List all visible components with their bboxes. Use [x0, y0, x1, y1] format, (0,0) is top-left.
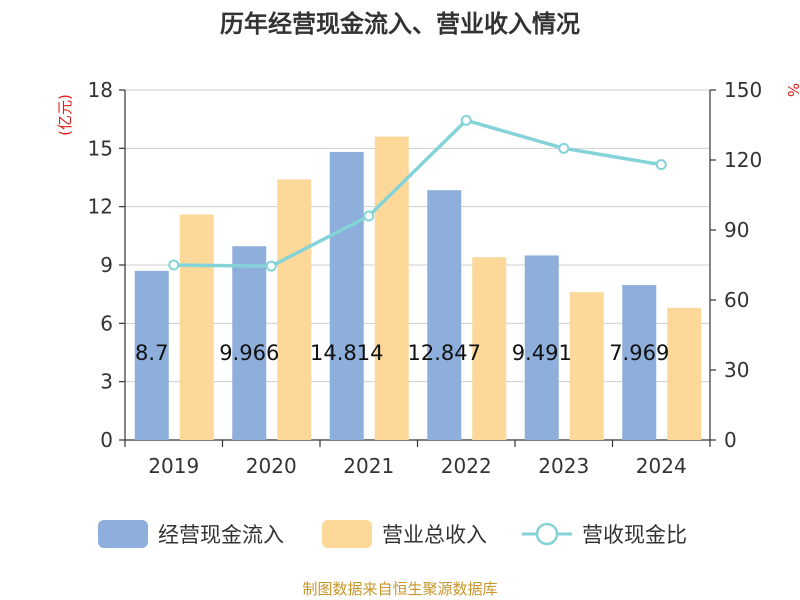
ratio-line [168, 114, 667, 272]
data-label: 12.847 [408, 341, 481, 365]
left-tick-label: 18 [88, 78, 113, 102]
left-axis-unit: (亿元) [56, 94, 74, 136]
data-source: 制图数据来自恒生聚源数据库 [302, 580, 497, 598]
chart-title: 历年经营现金流入、营业收入情况 [220, 10, 580, 38]
left-tick-label: 15 [88, 136, 113, 160]
right-tick-label: 150 [724, 78, 762, 102]
ratio-point [265, 260, 277, 272]
x-tick-label: 2020 [246, 454, 297, 478]
left-tick-label: 6 [100, 311, 113, 335]
x-tick-label: 2019 [148, 454, 199, 478]
data-label: 9.966 [219, 341, 279, 365]
legend-label-total-revenue: 营业总收入 [382, 523, 487, 547]
data-label: 14.814 [310, 341, 383, 365]
bars [134, 136, 702, 440]
left-tick-label: 9 [100, 253, 113, 277]
bar-total-revenue [569, 292, 604, 440]
bar-total-revenue [374, 136, 409, 440]
x-tick-label: 2023 [538, 454, 589, 478]
left-tick-label: 0 [100, 428, 113, 452]
right-tick-label: 0 [724, 428, 737, 452]
bar-cash-inflow [622, 285, 657, 440]
bar-total-revenue [472, 257, 507, 440]
legend-marker-ratio [535, 522, 559, 546]
bar-cash-inflow [329, 151, 364, 440]
legend[interactable]: 经营现金流入 营业总收入 营收现金比 [98, 520, 687, 548]
x-tick-label: 2024 [636, 454, 687, 478]
right-tick-label: 90 [724, 218, 749, 242]
left-tick-label: 3 [100, 370, 113, 394]
bar-cash-inflow [427, 190, 462, 440]
ratio-point [460, 114, 472, 126]
data-label: 8.7 [135, 341, 168, 365]
x-tick-label: 2021 [343, 454, 394, 478]
data-labels: 8.7 9.966 14.814 12.847 9.491 7.969 [135, 341, 669, 365]
axes: 0 3 6 9 12 15 18 0 30 60 90 120 150 2019 2020 2021 2022 2… [88, 78, 763, 478]
ratio-line-path [173, 118, 662, 268]
ratio-point [558, 142, 570, 154]
bar-total-revenue [277, 179, 312, 440]
bar-cash-inflow [134, 270, 169, 440]
right-tick-label: 30 [724, 358, 749, 382]
legend-label-cash-inflow: 经营现金流入 [158, 523, 284, 547]
ratio-point [655, 159, 667, 171]
data-label: 7.969 [609, 341, 669, 365]
bar-total-revenue [667, 307, 702, 440]
bar-total-revenue [179, 214, 214, 440]
legend-swatch-total-revenue [322, 520, 372, 548]
left-tick-label: 12 [88, 195, 113, 219]
x-tick-label: 2022 [441, 454, 492, 478]
ratio-point [363, 210, 375, 222]
data-label: 9.491 [512, 341, 572, 365]
bar-cash-inflow [524, 255, 559, 440]
right-axis-unit: % [784, 83, 800, 97]
ratio-point [168, 259, 180, 271]
right-tick-label: 60 [724, 288, 749, 312]
legend-label-ratio: 营收现金比 [582, 523, 687, 547]
legend-swatch-cash-inflow [98, 520, 148, 548]
right-tick-label: 120 [724, 148, 762, 172]
bar-cash-inflow [232, 246, 267, 440]
